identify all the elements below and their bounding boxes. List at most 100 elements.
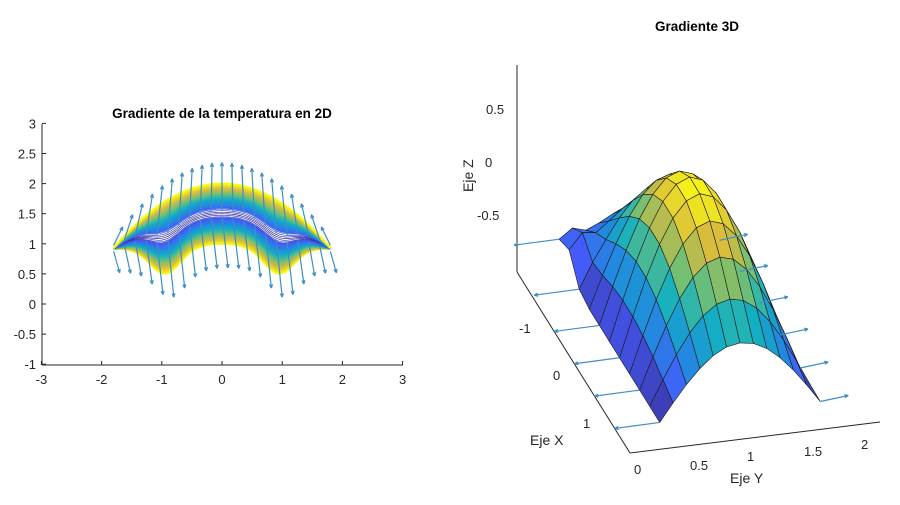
arrow <box>167 178 173 234</box>
arrow <box>243 219 251 272</box>
arrow <box>134 241 142 277</box>
arrow <box>308 241 316 277</box>
x-axis-3d <box>516 271 631 454</box>
z-axis-label: Eje Z <box>460 159 476 192</box>
arrow <box>241 165 245 214</box>
arrow-head <box>219 162 225 167</box>
arrow-head <box>209 162 215 168</box>
plot-3d-title: Gradiente 3D <box>655 19 739 34</box>
arrow-head <box>533 292 539 297</box>
arrow <box>188 224 197 278</box>
arrow <box>318 245 327 274</box>
plot-2d: -3 -2 -1 0 1 2 3 3 2.5 2 1.5 1 0.5 0 -0.5 -1 Gradiente … <box>14 106 407 387</box>
arrow <box>297 240 305 285</box>
arrow-head <box>574 361 579 366</box>
contour-line <box>113 233 331 264</box>
arrow-head <box>171 293 176 298</box>
contour-line <box>113 213 331 249</box>
contour-line <box>113 224 331 254</box>
contour-line <box>113 210 331 249</box>
arrow <box>614 421 660 430</box>
arrow <box>261 172 266 226</box>
arrow-head <box>129 214 134 219</box>
arrow-head <box>225 263 230 269</box>
arrow-head <box>803 327 809 332</box>
arrow-head <box>844 394 849 399</box>
arrow-head <box>259 172 265 177</box>
contour-line <box>113 232 331 262</box>
arrow-head <box>289 193 295 199</box>
arrow-head <box>333 268 338 274</box>
quiver-arrows <box>113 162 338 298</box>
arrow <box>178 231 186 289</box>
arrow-head <box>199 164 205 170</box>
arrow <box>534 288 580 296</box>
y-tick: 0.5 <box>690 458 708 473</box>
arrow <box>759 296 789 304</box>
arrow <box>271 178 277 234</box>
arrow-head <box>554 328 559 334</box>
arrow <box>113 251 121 273</box>
y-tick-label: -0.5 <box>14 327 36 342</box>
y-tick: 2 <box>861 437 868 452</box>
arrow-head <box>149 193 155 199</box>
contour-line <box>113 223 331 252</box>
arrow <box>779 328 809 336</box>
x-tick-label: 3 <box>399 372 406 387</box>
y-tick-label: 2 <box>29 177 36 192</box>
arrow <box>167 239 175 298</box>
arrow-head <box>229 162 235 168</box>
arrow <box>178 172 183 226</box>
y-tick-label: 3 <box>29 116 36 131</box>
arrow-head <box>320 226 325 231</box>
arrow <box>264 231 272 289</box>
x-tick: 1 <box>583 416 590 431</box>
arrow <box>145 240 153 285</box>
arrow <box>513 238 560 246</box>
contour-line <box>113 221 331 250</box>
x-tick: 0 <box>553 368 560 383</box>
arrow-head <box>763 264 769 269</box>
x-tick-label: 2 <box>339 372 346 387</box>
arrow-head <box>268 284 274 289</box>
arrow-head <box>160 290 165 295</box>
arrow <box>113 226 124 246</box>
arrow <box>251 168 256 219</box>
contour-line <box>113 211 331 249</box>
arrow <box>719 233 748 241</box>
arrow-head <box>189 168 195 173</box>
x-tick: -1 <box>519 321 531 336</box>
arrow <box>145 193 154 235</box>
contour-line <box>113 226 331 256</box>
x-tick-label: -2 <box>96 372 108 387</box>
arrow <box>739 264 768 273</box>
x-tick-label: -1 <box>156 372 168 387</box>
arrow-head <box>182 284 187 289</box>
contour-line <box>113 235 331 266</box>
arrow <box>800 361 829 369</box>
arrow-head <box>312 272 317 277</box>
arrow-head <box>290 290 295 295</box>
arrow-head <box>249 168 255 173</box>
contour-line <box>113 216 331 249</box>
arrow-head <box>214 264 219 269</box>
arrow <box>156 241 164 295</box>
y-tick: 1 <box>747 449 754 464</box>
arrow <box>199 165 203 214</box>
arrow <box>232 217 240 269</box>
arrow <box>210 163 213 212</box>
quiver3-arrows <box>513 232 849 431</box>
arrow-head <box>322 269 327 274</box>
x-axis-label: Eje X <box>530 432 564 448</box>
x-tick-label: 1 <box>279 372 286 387</box>
arrow-head <box>236 264 241 269</box>
arrow-head <box>300 203 305 208</box>
y-tick-label: -1 <box>24 357 36 372</box>
arrow-head <box>279 185 285 190</box>
arrow <box>134 203 144 236</box>
z-tick: 0.5 <box>486 102 504 117</box>
contour-line <box>113 230 331 261</box>
y-tick-label: 0.5 <box>18 267 36 282</box>
arrow <box>221 216 229 268</box>
